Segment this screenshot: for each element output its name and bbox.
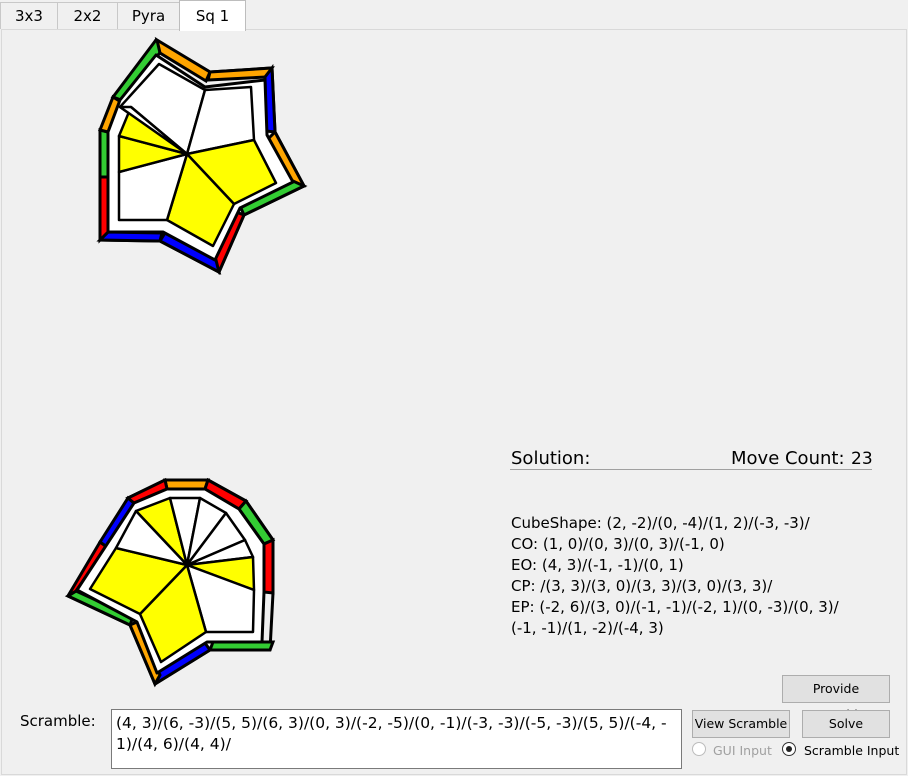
gui-input-label: GUI Input	[713, 743, 772, 758]
solution-line-cp: CP: /(3, 3)/(3, 0)/(3, 3)/(3, 0)/(3, 3)/	[511, 577, 773, 595]
solve-button[interactable]: Solve	[802, 710, 890, 738]
scramble-input[interactable]: (4, 3)/(6, -3)/(5, 5)/(6, 3)/(0, 3)/(-2,…	[111, 709, 682, 769]
top-layer-face-pieces	[117, 62, 278, 248]
provide-scramble-button[interactable]: Provide Scramble	[782, 675, 890, 722]
tab-3x3[interactable]: 3x3	[0, 2, 58, 29]
solution-line-cubeshape: CubeShape: (2, -2)/(0, -4)/(1, 2)/(-3, -…	[511, 514, 810, 532]
gui-input-radio[interactable]	[692, 742, 706, 756]
tab-2x2[interactable]: 2x2	[57, 2, 118, 29]
tab-sq1[interactable]: Sq 1	[179, 0, 246, 31]
solution-line-co: CO: (1, 0)/(0, 3)/(0, 3)/(-1, 0)	[511, 535, 725, 553]
move-count-label: Move Count:	[731, 448, 845, 469]
solution-divider	[510, 469, 872, 470]
face-piece	[118, 105, 189, 156]
scramble-input-radio[interactable]	[782, 742, 796, 756]
solution-title: Solution:	[511, 448, 591, 469]
scramble-label: Scramble:	[20, 712, 96, 730]
tab-bar: 3x3 2x2 Pyra Sq 1	[0, 0, 908, 31]
face-piece	[114, 509, 189, 567]
side-sticker	[154, 36, 212, 84]
move-count-value: 23	[851, 449, 873, 469]
solution-line-ep: EP: (-2, 6)/(3, 0)/(-1, -1)/(-2, 1)/(0, …	[511, 598, 839, 616]
side-sticker	[206, 66, 275, 82]
view-scramble-button[interactable]: View Scramble	[692, 710, 790, 738]
tab-pyra[interactable]: Pyra	[117, 2, 180, 29]
solution-line-ep-cont: (-1, -1)/(1, -2)/(-4, 3)	[511, 619, 664, 637]
bottom-layer-face-pieces	[88, 496, 256, 664]
radio-selected-dot	[786, 746, 792, 752]
solution-line-eo: EO: (4, 3)/(-1, -1)/(0, 1)	[511, 556, 684, 574]
scramble-input-radio-label: Scramble Input	[804, 743, 900, 758]
